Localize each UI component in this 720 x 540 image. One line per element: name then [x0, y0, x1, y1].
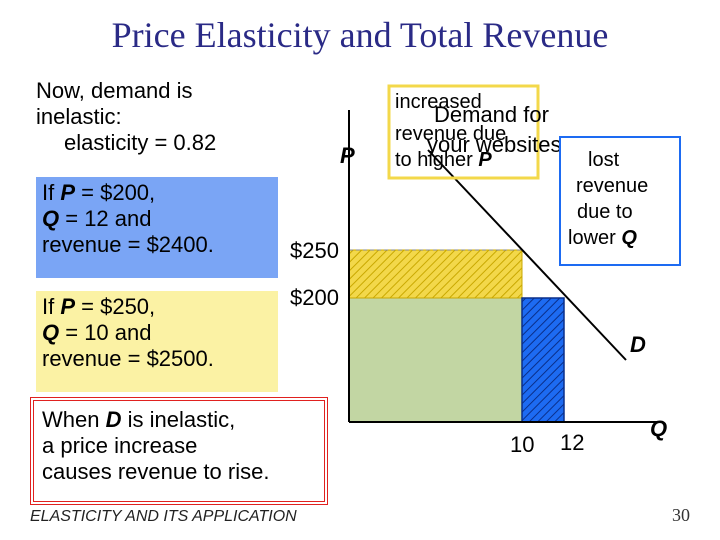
curve-title-line-2: your websites — [427, 132, 562, 157]
gain-label-line-1: increased — [395, 91, 482, 113]
intro-line-3: elasticity = 0.82 — [64, 130, 217, 155]
slide-title: Price Elasticity and Total Revenue — [111, 15, 609, 55]
price-tick-200: $200 — [290, 285, 339, 310]
demand-curve-label: D — [630, 332, 646, 357]
text: to higher — [395, 149, 478, 171]
lost-revenue-area — [521, 297, 565, 423]
footer-chapter-title: ELASTICITY AND ITS APPLICATION — [30, 508, 297, 525]
conclusion-box: When D is inelastic, a price increase ca… — [30, 397, 328, 505]
text: lower — [568, 227, 621, 249]
scenario-low-price-box: If P = $200, Q = 12 and revenue = $2400. — [36, 177, 278, 278]
loss-label-line-1: lost — [588, 149, 620, 171]
symbol-p: P — [60, 294, 76, 319]
page-number: 30 — [672, 505, 690, 525]
loss-label-line-2: revenue — [576, 175, 648, 197]
text: = 12 and — [59, 206, 152, 231]
symbol-p: P — [60, 180, 76, 205]
price-tick-250: $250 — [290, 238, 339, 263]
demand-curve — [427, 149, 627, 361]
loss-label-line-4: lower Q — [568, 227, 637, 249]
text: When — [42, 407, 106, 432]
symbol-q: Q — [621, 227, 637, 249]
qty-tick-12: 12 — [560, 430, 584, 455]
intro-text: Now, demand is inelastic: elasticity = 0… — [36, 78, 296, 156]
y-axis-label: P — [340, 143, 355, 168]
loss-label-line-3: due to — [577, 201, 633, 223]
text: revenue = $2400. — [42, 232, 214, 257]
text: is inelastic, — [121, 407, 236, 432]
curve-title-line-1: Demand for — [434, 102, 549, 127]
symbol-q: Q — [42, 206, 60, 231]
x-axis-label: Q — [650, 416, 667, 441]
increased-revenue-area — [348, 249, 523, 299]
symbol-p: P — [478, 149, 492, 171]
text: a price increase — [42, 433, 198, 458]
symbol-d: D — [105, 407, 122, 432]
intro-line-2: inelastic: — [36, 104, 122, 129]
intro-line-1: Now, demand is — [36, 78, 193, 103]
text: = 10 and — [59, 320, 152, 345]
text: = $200, — [75, 180, 156, 205]
qty-tick-10: 10 — [510, 432, 534, 457]
lost-revenue-callout-border — [559, 136, 681, 266]
symbol-q: Q — [42, 320, 60, 345]
scenario-high-price-box: If P = $250, Q = 10 and revenue = $2500. — [36, 291, 278, 392]
increased-revenue-callout-border — [387, 84, 540, 180]
text: = $250, — [75, 294, 156, 319]
retained-revenue-area — [349, 298, 522, 422]
gain-label-line-3: to higher P — [395, 149, 492, 171]
text: revenue = $2500. — [42, 346, 214, 371]
text: causes revenue to rise. — [42, 459, 270, 484]
gain-label-line-2: revenue due — [395, 123, 506, 145]
text: If — [42, 294, 61, 319]
text: If — [42, 180, 61, 205]
